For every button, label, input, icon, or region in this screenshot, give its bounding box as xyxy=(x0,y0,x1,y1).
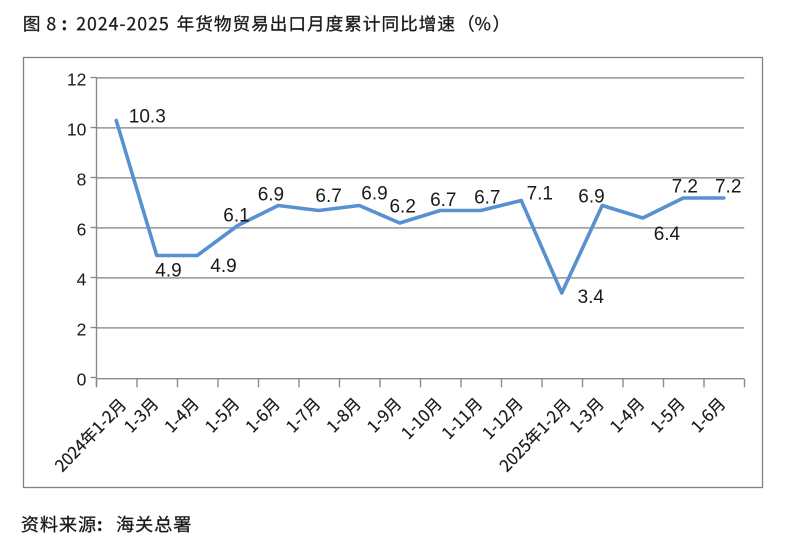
svg-text:0: 0 xyxy=(77,369,87,389)
svg-text:10: 10 xyxy=(67,119,87,139)
svg-text:6.4: 6.4 xyxy=(654,224,681,245)
svg-text:6: 6 xyxy=(77,219,87,239)
svg-text:6.2: 6.2 xyxy=(389,197,415,218)
svg-text:6.7: 6.7 xyxy=(474,188,500,209)
svg-text:6.7: 6.7 xyxy=(430,190,456,211)
svg-text:7.2: 7.2 xyxy=(715,177,741,198)
svg-text:2: 2 xyxy=(77,319,87,339)
svg-text:7.2: 7.2 xyxy=(672,177,698,198)
svg-text:6.7: 6.7 xyxy=(315,186,341,207)
svg-text:4.9: 4.9 xyxy=(155,260,181,281)
svg-text:4.9: 4.9 xyxy=(210,256,236,277)
svg-text:12: 12 xyxy=(67,69,86,89)
svg-text:6.9: 6.9 xyxy=(578,186,604,207)
svg-text:10.3: 10.3 xyxy=(129,107,166,128)
svg-text:4: 4 xyxy=(77,269,87,289)
svg-text:8: 8 xyxy=(77,169,87,189)
svg-text:6.9: 6.9 xyxy=(361,183,387,204)
svg-text:7.1: 7.1 xyxy=(527,184,553,205)
svg-text:3.4: 3.4 xyxy=(578,287,605,308)
svg-text:6.1: 6.1 xyxy=(223,206,249,227)
svg-text:6.9: 6.9 xyxy=(258,185,284,206)
